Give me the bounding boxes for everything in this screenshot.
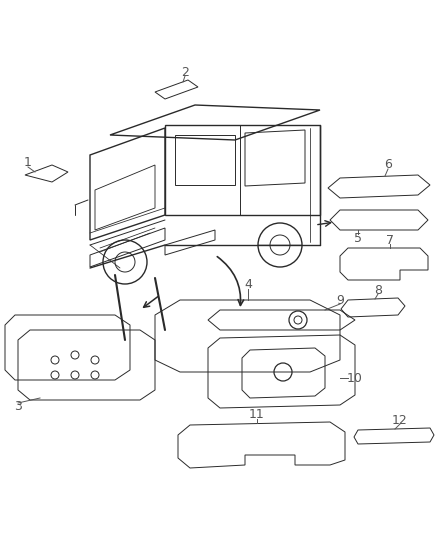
Text: 5: 5 [354,231,362,245]
Text: 4: 4 [244,279,252,292]
Text: 11: 11 [249,408,265,422]
Text: 6: 6 [384,158,392,172]
Text: 12: 12 [392,414,408,426]
Text: 1: 1 [24,157,32,169]
Text: 8: 8 [374,284,382,296]
Text: 10: 10 [347,372,363,384]
Text: 9: 9 [336,294,344,306]
Text: 3: 3 [14,400,22,414]
Text: 2: 2 [181,66,189,78]
Text: 7: 7 [386,233,394,246]
